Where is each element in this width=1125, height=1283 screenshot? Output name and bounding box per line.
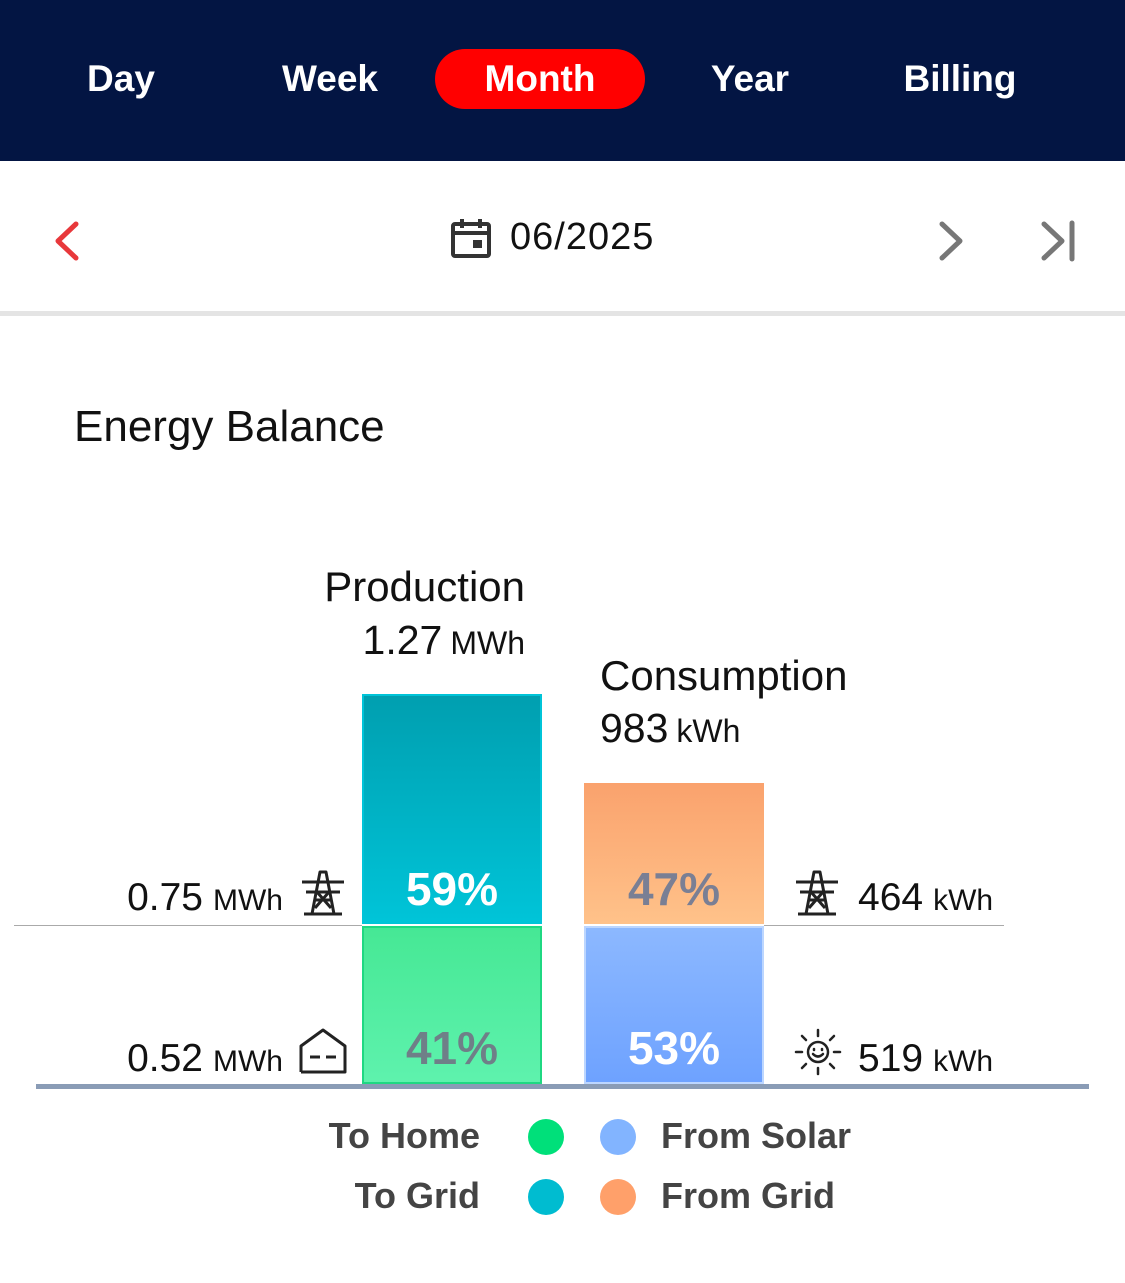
to-grid-value: 0.75 MWh: [127, 876, 283, 919]
chevron-left-icon[interactable]: [48, 218, 88, 264]
current-period-label[interactable]: 06/2025: [510, 216, 655, 258]
production-title: Production: [324, 563, 525, 610]
reference-line: [764, 925, 1004, 926]
tab-day[interactable]: Day: [87, 58, 155, 99]
production-to-grid-bar: 59%: [362, 694, 542, 924]
from-solar-value: 519 kWh: [858, 1037, 994, 1080]
production-total: 1.27 MWh: [362, 617, 525, 663]
from-grid-value: 464 kWh: [858, 876, 994, 919]
legend-to-home-swatch: [528, 1119, 564, 1155]
tab-month[interactable]: Month: [435, 49, 645, 109]
reference-line: [14, 925, 362, 926]
legend-from-grid-label: From Grid: [661, 1175, 836, 1216]
legend-to-grid-swatch: [528, 1179, 564, 1215]
tab-billing[interactable]: Billing: [903, 58, 1017, 99]
consumption-total: 983 kWh: [600, 705, 741, 751]
legend-from-solar-label: From Solar: [661, 1115, 852, 1156]
calendar-icon[interactable]: [450, 218, 492, 260]
sun-icon: [794, 1028, 842, 1076]
to-home-value: 0.52 MWh: [127, 1037, 283, 1080]
legend-to-home-label: To Home: [328, 1115, 480, 1156]
production-to-home-bar: 41%: [362, 926, 542, 1084]
skip-to-end-icon[interactable]: [1036, 218, 1080, 264]
power-tower-icon: [796, 870, 838, 916]
chart-baseline: [36, 1084, 1089, 1089]
divider: [0, 311, 1125, 316]
tab-week[interactable]: Week: [282, 58, 378, 99]
legend-from-grid-swatch: [600, 1179, 636, 1215]
consumption-title: Consumption: [600, 652, 848, 699]
consumption-from-solar-bar: 53%: [584, 926, 764, 1084]
tab-year[interactable]: Year: [710, 58, 790, 99]
legend-from-solar-swatch: [600, 1119, 636, 1155]
legend-to-grid-label: To Grid: [354, 1175, 480, 1216]
house-icon: [299, 1028, 347, 1074]
consumption-from-grid-bar: 47%: [584, 783, 764, 924]
period-tab-bar: Day Week Month Year Billing: [0, 0, 1125, 161]
section-title: Energy Balance: [74, 402, 385, 451]
power-tower-icon: [302, 870, 344, 916]
chevron-right-icon[interactable]: [930, 218, 970, 264]
